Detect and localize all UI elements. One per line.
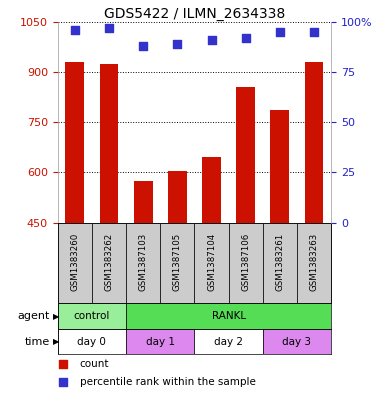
Bar [58, 223, 92, 303]
Text: agent: agent [18, 311, 50, 321]
Bar [168, 171, 187, 223]
Bar [263, 329, 331, 354]
Point [140, 42, 146, 49]
Text: GSM1387104: GSM1387104 [207, 232, 216, 290]
Text: count: count [80, 358, 109, 369]
Point [243, 35, 249, 41]
Text: time: time [25, 337, 50, 347]
Point [106, 24, 112, 31]
Bar [194, 329, 263, 354]
Text: percentile rank within the sample: percentile rank within the sample [80, 377, 256, 387]
Text: GSM1383262: GSM1383262 [104, 232, 114, 290]
Bar [160, 223, 194, 303]
Bar [126, 223, 160, 303]
Bar [65, 62, 84, 223]
Text: GSM1387106: GSM1387106 [241, 232, 250, 290]
Bar [58, 303, 126, 329]
Text: control: control [74, 311, 110, 321]
Text: day 0: day 0 [77, 337, 106, 347]
Bar [236, 87, 255, 223]
Point [277, 29, 283, 35]
Text: ▶: ▶ [53, 337, 59, 346]
Bar [297, 223, 331, 303]
Point [60, 360, 66, 367]
Text: GSM1383261: GSM1383261 [275, 232, 285, 290]
Text: RANKL: RANKL [211, 311, 246, 321]
Bar [126, 303, 331, 329]
Text: day 3: day 3 [283, 337, 311, 347]
Point [72, 26, 78, 33]
Point [60, 379, 66, 385]
Bar [100, 64, 119, 223]
Point [208, 37, 214, 43]
Point [311, 29, 317, 35]
Bar [202, 158, 221, 223]
Bar [58, 329, 126, 354]
Text: ▶: ▶ [53, 312, 59, 321]
Bar [270, 110, 289, 223]
Bar [134, 181, 152, 223]
Point [174, 40, 181, 47]
Text: GSM1383260: GSM1383260 [70, 232, 79, 290]
Text: GSM1387105: GSM1387105 [173, 232, 182, 290]
Bar [229, 223, 263, 303]
Text: GSM1383263: GSM1383263 [310, 232, 318, 290]
Bar [126, 329, 194, 354]
Bar [263, 223, 297, 303]
Bar [92, 223, 126, 303]
Text: day 1: day 1 [146, 337, 175, 347]
Bar [194, 223, 229, 303]
Title: GDS5422 / ILMN_2634338: GDS5422 / ILMN_2634338 [104, 7, 285, 20]
Bar [305, 62, 323, 223]
Text: GSM1387103: GSM1387103 [139, 232, 148, 290]
Text: day 2: day 2 [214, 337, 243, 347]
